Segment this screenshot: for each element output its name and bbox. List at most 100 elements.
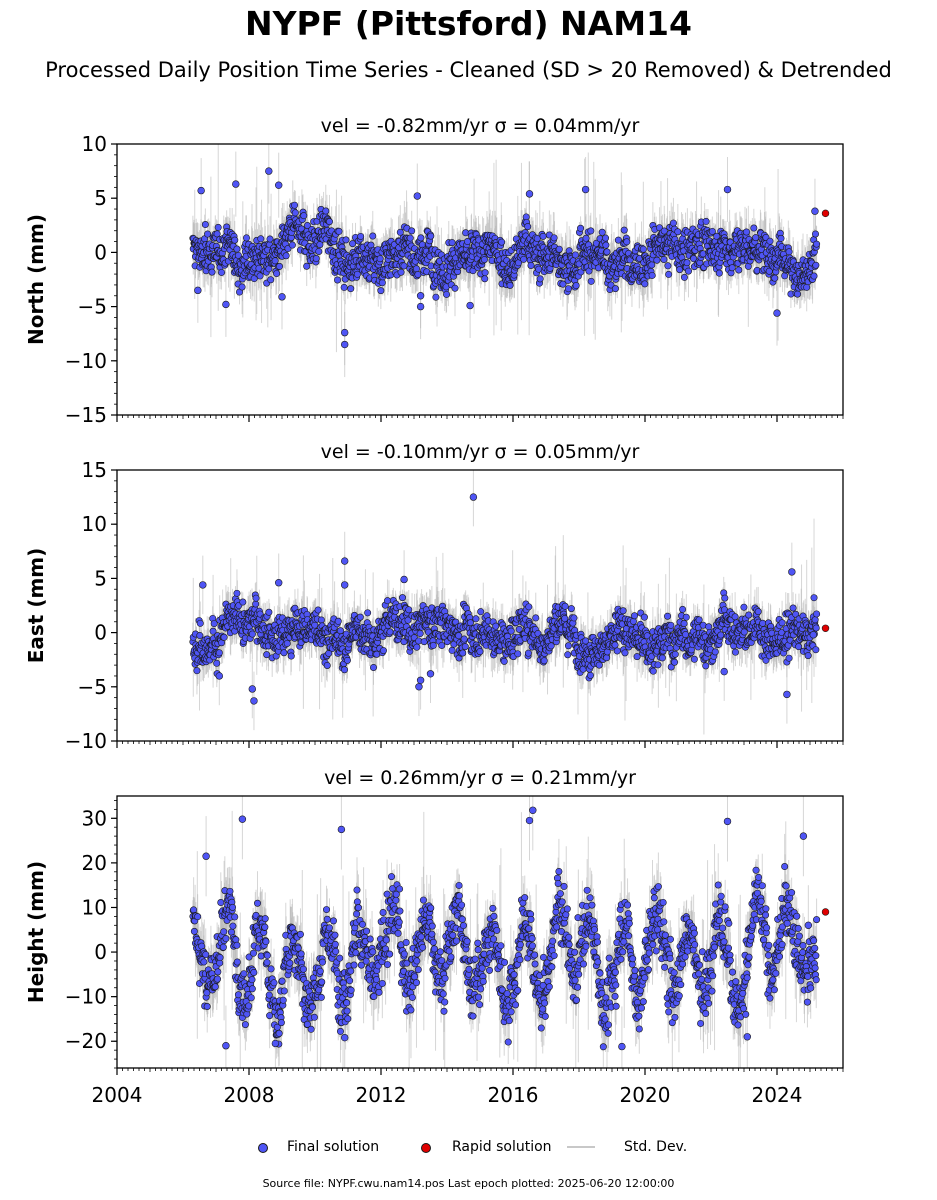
data-point — [432, 293, 440, 301]
data-point-outlier — [773, 309, 781, 317]
data-point — [587, 277, 595, 285]
data-point-outlier — [466, 301, 474, 310]
final-points — [189, 167, 821, 349]
data-point — [785, 248, 793, 256]
data-point — [234, 251, 242, 259]
data-point-outlier — [278, 293, 286, 301]
data-point — [598, 228, 606, 236]
data-point — [480, 256, 488, 264]
data-point — [506, 281, 514, 289]
data-point — [539, 232, 547, 240]
data-point — [702, 217, 710, 225]
data-point — [611, 285, 619, 293]
data-point — [750, 224, 758, 232]
data-point — [811, 230, 819, 238]
data-point — [276, 262, 284, 270]
data-point — [406, 234, 414, 242]
data-point — [684, 267, 692, 275]
north-panel: −15 −10 −5 0 5 10 vel = -0.82mm/yr σ = 0.04mm/… — [24, 115, 844, 427]
data-point — [582, 234, 590, 242]
y-tick-label: −10 — [65, 349, 107, 373]
data-point — [312, 255, 320, 263]
data-point — [201, 221, 209, 229]
data-point — [408, 227, 416, 235]
y-tick-label: 0 — [94, 240, 107, 264]
data-point-outlier — [525, 190, 534, 198]
data-point-outlier — [341, 328, 349, 337]
data-point — [777, 234, 785, 242]
data-point — [771, 274, 779, 282]
data-point-outlier — [232, 180, 240, 188]
data-point — [742, 228, 750, 236]
data-point — [208, 268, 216, 276]
data-point — [242, 234, 250, 242]
data-point — [303, 221, 311, 229]
data-point — [571, 251, 579, 259]
data-point-outlier — [194, 286, 202, 295]
data-point-outlier — [197, 186, 205, 195]
data-point — [669, 219, 677, 227]
data-point — [577, 224, 585, 232]
data-point — [291, 209, 299, 217]
data-point — [614, 236, 622, 244]
data-point — [603, 248, 611, 256]
data-point — [396, 228, 404, 236]
data-point — [794, 290, 802, 298]
data-point — [257, 235, 265, 243]
data-point — [665, 270, 673, 278]
data-point — [315, 247, 323, 255]
data-point — [803, 283, 811, 291]
plot-area — [189, 470, 830, 740]
data-point — [550, 234, 558, 242]
chart-title: NYPF (Pittsford) NAM14 — [245, 4, 692, 43]
data-point — [602, 241, 610, 249]
data-point — [713, 232, 721, 240]
data-point — [353, 270, 361, 278]
data-point — [664, 262, 672, 270]
data-point-outlier — [416, 292, 425, 300]
data-point — [369, 232, 377, 240]
data-point-outlier — [275, 181, 283, 189]
data-point — [524, 223, 532, 231]
data-point — [397, 268, 405, 276]
data-point — [214, 223, 222, 231]
data-point — [340, 283, 348, 291]
data-point — [648, 271, 656, 279]
data-point — [463, 238, 471, 246]
data-point — [357, 232, 365, 240]
plot-area — [189, 144, 830, 378]
data-point — [648, 261, 656, 269]
data-point — [291, 201, 299, 209]
data-point-outlier — [811, 207, 819, 215]
data-point — [288, 241, 296, 249]
data-point — [417, 234, 425, 242]
data-point — [266, 235, 274, 243]
chart-subtitle: Processed Daily Position Time Series - C… — [45, 58, 892, 82]
data-point — [322, 207, 330, 215]
data-point — [520, 255, 528, 263]
data-point — [620, 226, 628, 234]
data-point — [680, 273, 688, 281]
data-point — [674, 228, 682, 236]
rapid-point — [821, 209, 830, 218]
data-point-outlier — [341, 340, 349, 349]
panel-title: vel = -0.82mm/yr σ = 0.04mm/yr — [321, 115, 640, 137]
data-point — [334, 276, 342, 284]
data-point — [300, 212, 308, 220]
data-point — [250, 275, 258, 283]
data-point — [572, 282, 580, 290]
y-axis: −15 −10 −5 0 5 10 — [65, 132, 117, 427]
data-point — [335, 227, 343, 235]
data-point — [273, 270, 281, 278]
data-point — [564, 285, 572, 293]
data-point — [810, 272, 818, 280]
data-point — [683, 259, 691, 267]
data-point — [271, 257, 279, 265]
data-point — [349, 240, 357, 248]
data-point — [498, 238, 506, 246]
data-point-outlier — [416, 302, 425, 311]
y-tick-label: −5 — [78, 295, 107, 319]
data-point — [527, 261, 535, 269]
